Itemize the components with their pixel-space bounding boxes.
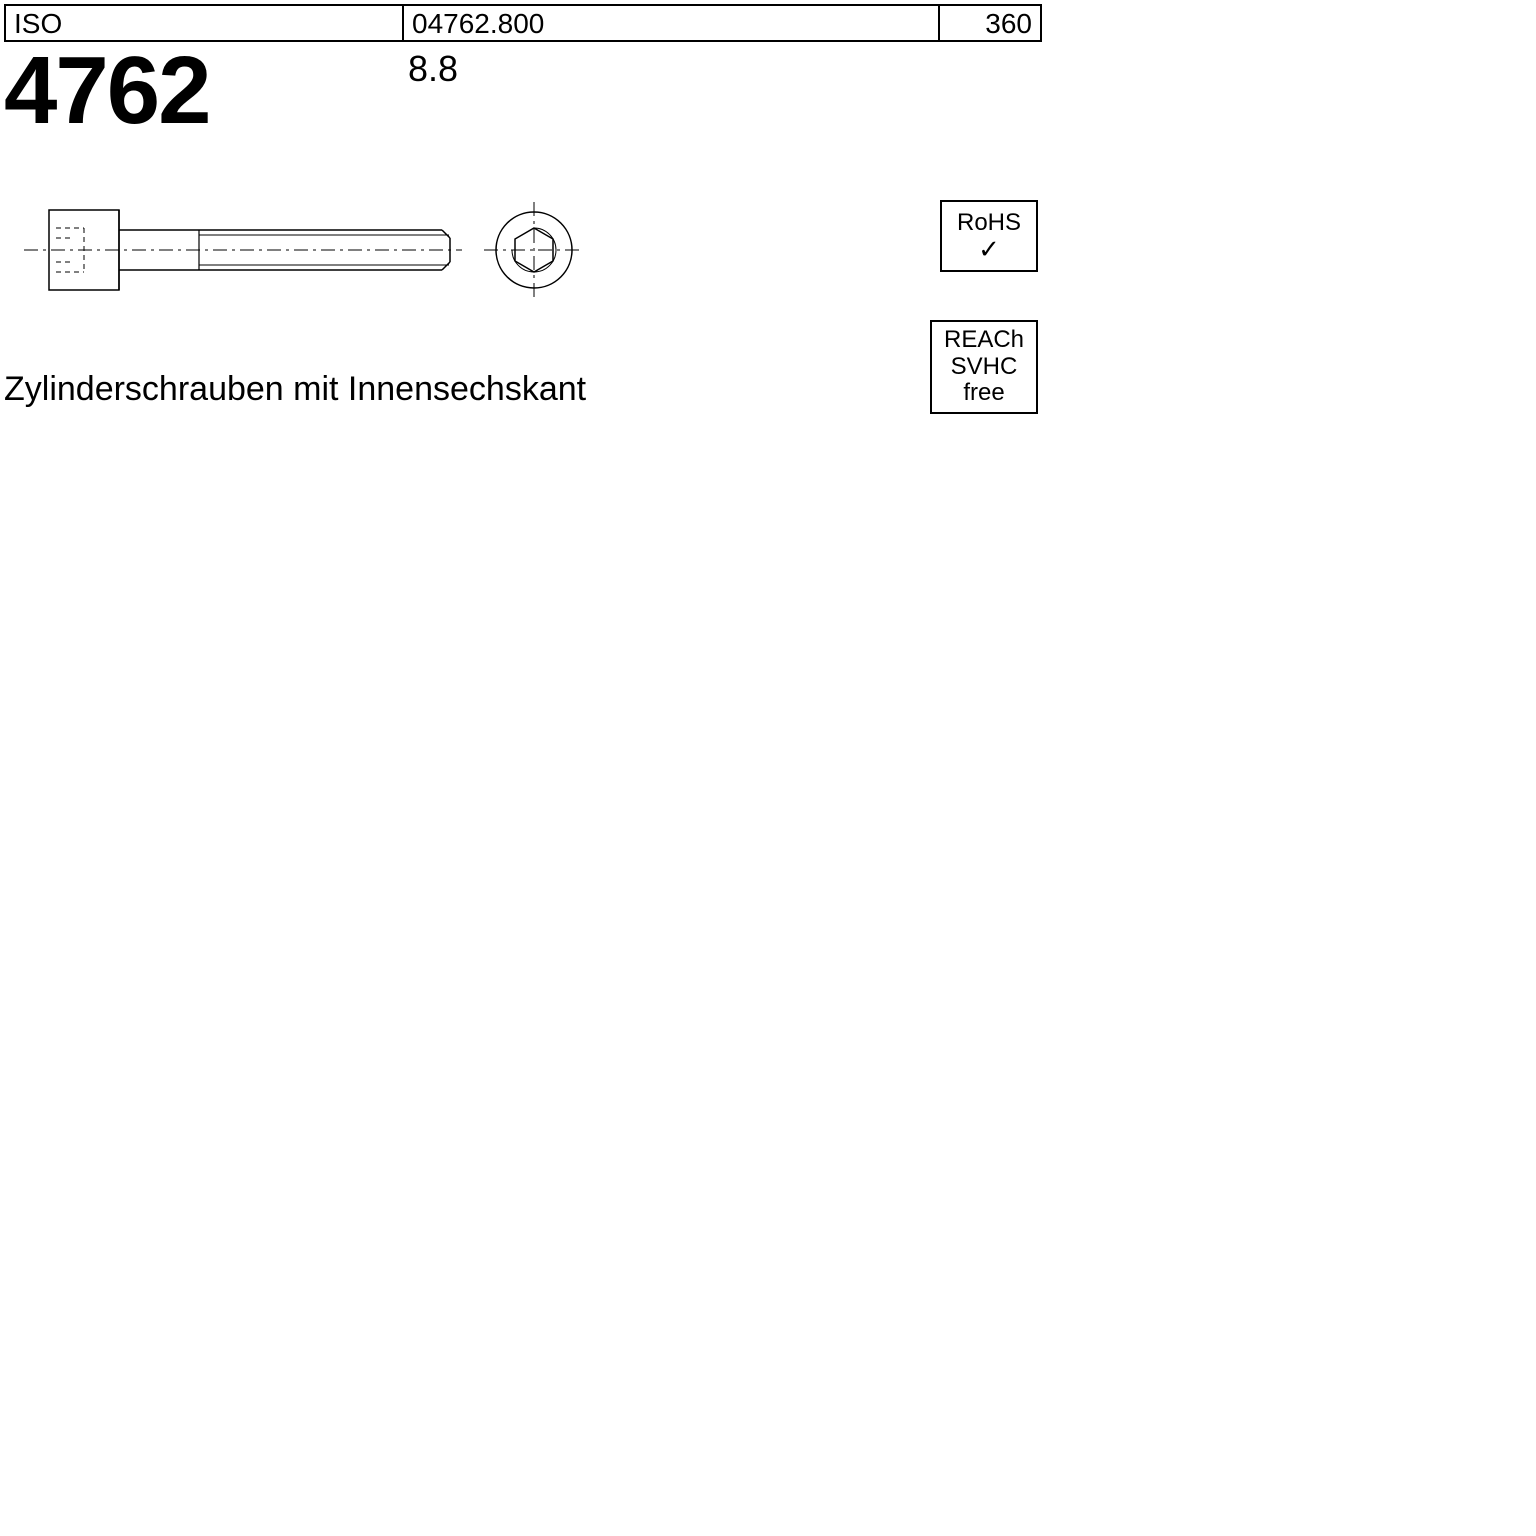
standard-number: 4762 — [4, 36, 210, 146]
header-code: 04762.800 — [404, 6, 940, 40]
reach-line2: SVHC — [951, 354, 1018, 380]
reach-line3: free — [963, 380, 1004, 406]
technical-drawing — [24, 180, 644, 320]
rohs-badge: RoHS ✓ — [940, 200, 1038, 272]
header-standard: ISO — [6, 6, 404, 40]
product-description: Zylinderschrauben mit Innensechskant — [4, 370, 586, 409]
reach-line1: REACh — [944, 327, 1024, 353]
strength-grade: 8.8 — [408, 48, 458, 90]
reach-badge: REACh SVHC free — [930, 320, 1038, 414]
checkmark-icon: ✓ — [978, 236, 1000, 262]
header-value: 360 — [940, 6, 1040, 40]
rohs-label: RoHS — [957, 210, 1021, 236]
